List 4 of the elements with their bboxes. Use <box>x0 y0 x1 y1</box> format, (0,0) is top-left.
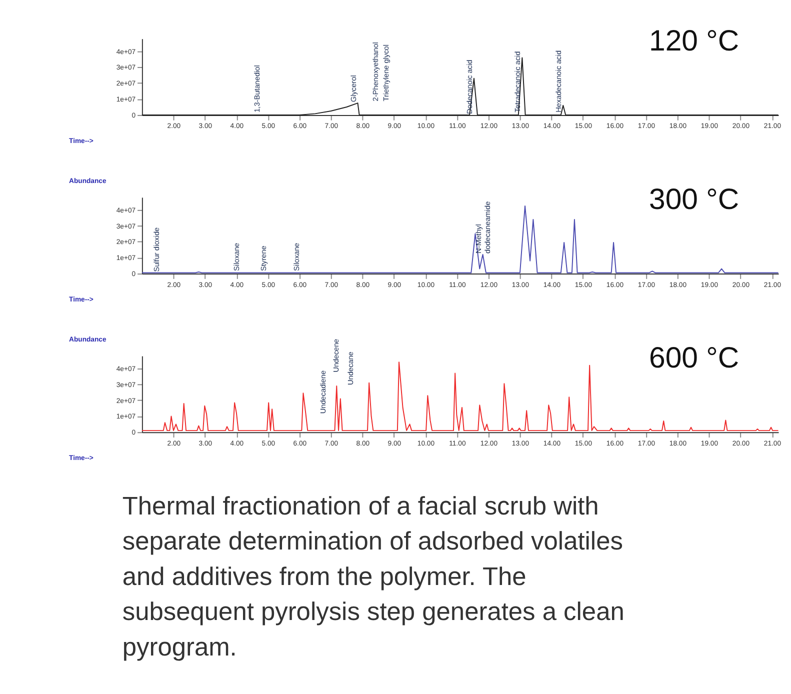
chart-title: 600 °C <box>649 342 740 375</box>
chart-title: 120 °C <box>649 24 740 58</box>
text: Thermal fractionation of a facial scrub with separate determination of adsorbed volatiles and additives from the polymer. The subsequent pyrolysis step generates a clean pyrogram. <box>122 492 624 662</box>
chart-title: 300 °C <box>649 182 740 216</box>
